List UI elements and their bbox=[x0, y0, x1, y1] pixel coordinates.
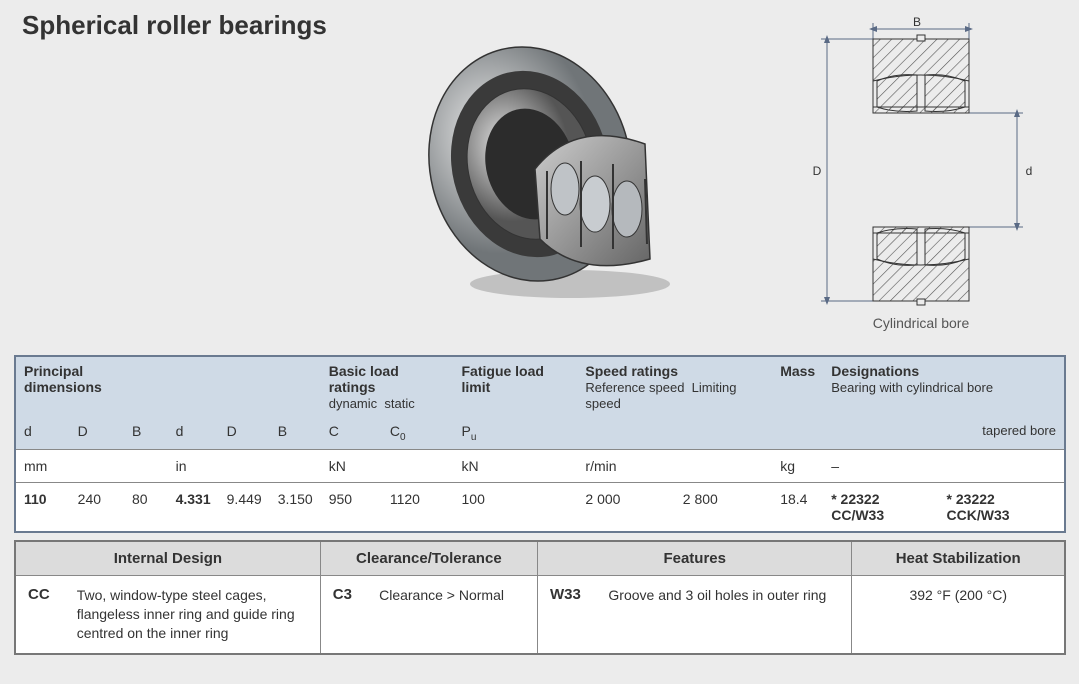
internal-desc: Two, window-type steel cages, flangeless… bbox=[65, 576, 321, 654]
group-speed: Speed ratings bbox=[585, 363, 678, 379]
unit-mm: mm bbox=[15, 449, 168, 482]
header-heat: Heat Stabilization bbox=[852, 541, 1065, 576]
val-Pu: 100 bbox=[454, 482, 578, 532]
spec-table: Principal dimensions Basic load ratings … bbox=[14, 355, 1066, 533]
val-C0: 1120 bbox=[382, 482, 454, 532]
val-ref-speed: 2 000 bbox=[577, 482, 674, 532]
unit-kN2: kN bbox=[454, 449, 578, 482]
val-D-mm: 240 bbox=[70, 482, 124, 532]
group-principal: Principal dimensions bbox=[24, 363, 102, 395]
sub-cyl-bore: Bearing with cylindrical bore bbox=[831, 380, 993, 395]
clearance-desc: Clearance > Normal bbox=[367, 576, 537, 654]
sub-tapered-bore: tapered bore bbox=[939, 417, 1065, 449]
sub-static: static bbox=[384, 396, 414, 411]
page-title: Spherical roller bearings bbox=[22, 10, 327, 41]
header-internal: Internal Design bbox=[15, 541, 320, 576]
header-features: Features bbox=[537, 541, 851, 576]
group-fatigue: Fatigue load limit bbox=[462, 363, 544, 395]
sub-ref-speed: Reference speed bbox=[585, 380, 684, 395]
cross-section-diagram: B D d bbox=[791, 10, 1051, 330]
col-Pu: Pu bbox=[454, 417, 578, 449]
group-mass: Mass bbox=[780, 363, 815, 379]
group-designations: Designations bbox=[831, 363, 919, 379]
feature-table: Internal Design Clearance/Tolerance Feat… bbox=[14, 540, 1066, 655]
svg-text:B: B bbox=[913, 15, 921, 29]
col-B-mm: B bbox=[124, 417, 168, 449]
val-desig2: * 23222 CCK/W33 bbox=[939, 482, 1065, 532]
col-B-in: B bbox=[270, 417, 321, 449]
val-B-mm: 80 bbox=[124, 482, 168, 532]
val-d-in: 4.331 bbox=[168, 482, 219, 532]
val-B-in: 3.150 bbox=[270, 482, 321, 532]
group-basic-load: Basic load ratings bbox=[329, 363, 399, 395]
col-D-mm: D bbox=[70, 417, 124, 449]
col-d-mm: d bbox=[15, 417, 70, 449]
bearing-3d-illustration bbox=[420, 24, 700, 304]
unit-rmin: r/min bbox=[577, 449, 772, 482]
val-d-mm: 110 bbox=[15, 482, 70, 532]
col-C0: C0 bbox=[382, 417, 454, 449]
unit-in: in bbox=[168, 449, 321, 482]
val-C: 950 bbox=[321, 482, 382, 532]
heat-value: 392 °F (200 °C) bbox=[852, 576, 1065, 654]
internal-code: CC bbox=[15, 576, 65, 654]
col-D-in: D bbox=[219, 417, 270, 449]
svg-text:D: D bbox=[813, 164, 822, 178]
features-desc: Groove and 3 oil holes in outer ring bbox=[596, 576, 852, 654]
clearance-code: C3 bbox=[320, 576, 367, 654]
features-code: W33 bbox=[537, 576, 596, 654]
val-mass: 18.4 bbox=[772, 482, 823, 532]
val-lim-speed: 2 800 bbox=[675, 482, 772, 532]
svg-text:d: d bbox=[1026, 164, 1033, 178]
unit-kg: kg bbox=[772, 449, 823, 482]
unit-kN: kN bbox=[321, 449, 454, 482]
header-clearance: Clearance/Tolerance bbox=[320, 541, 537, 576]
col-d-in: d bbox=[168, 417, 219, 449]
val-D-in: 9.449 bbox=[219, 482, 270, 532]
cross-section-caption: Cylindrical bore bbox=[791, 315, 1051, 331]
unit-dash: – bbox=[823, 449, 1065, 482]
val-desig1: * 22322 CC/W33 bbox=[823, 482, 938, 532]
col-C: C bbox=[321, 417, 382, 449]
sub-dynamic: dynamic bbox=[329, 396, 377, 411]
